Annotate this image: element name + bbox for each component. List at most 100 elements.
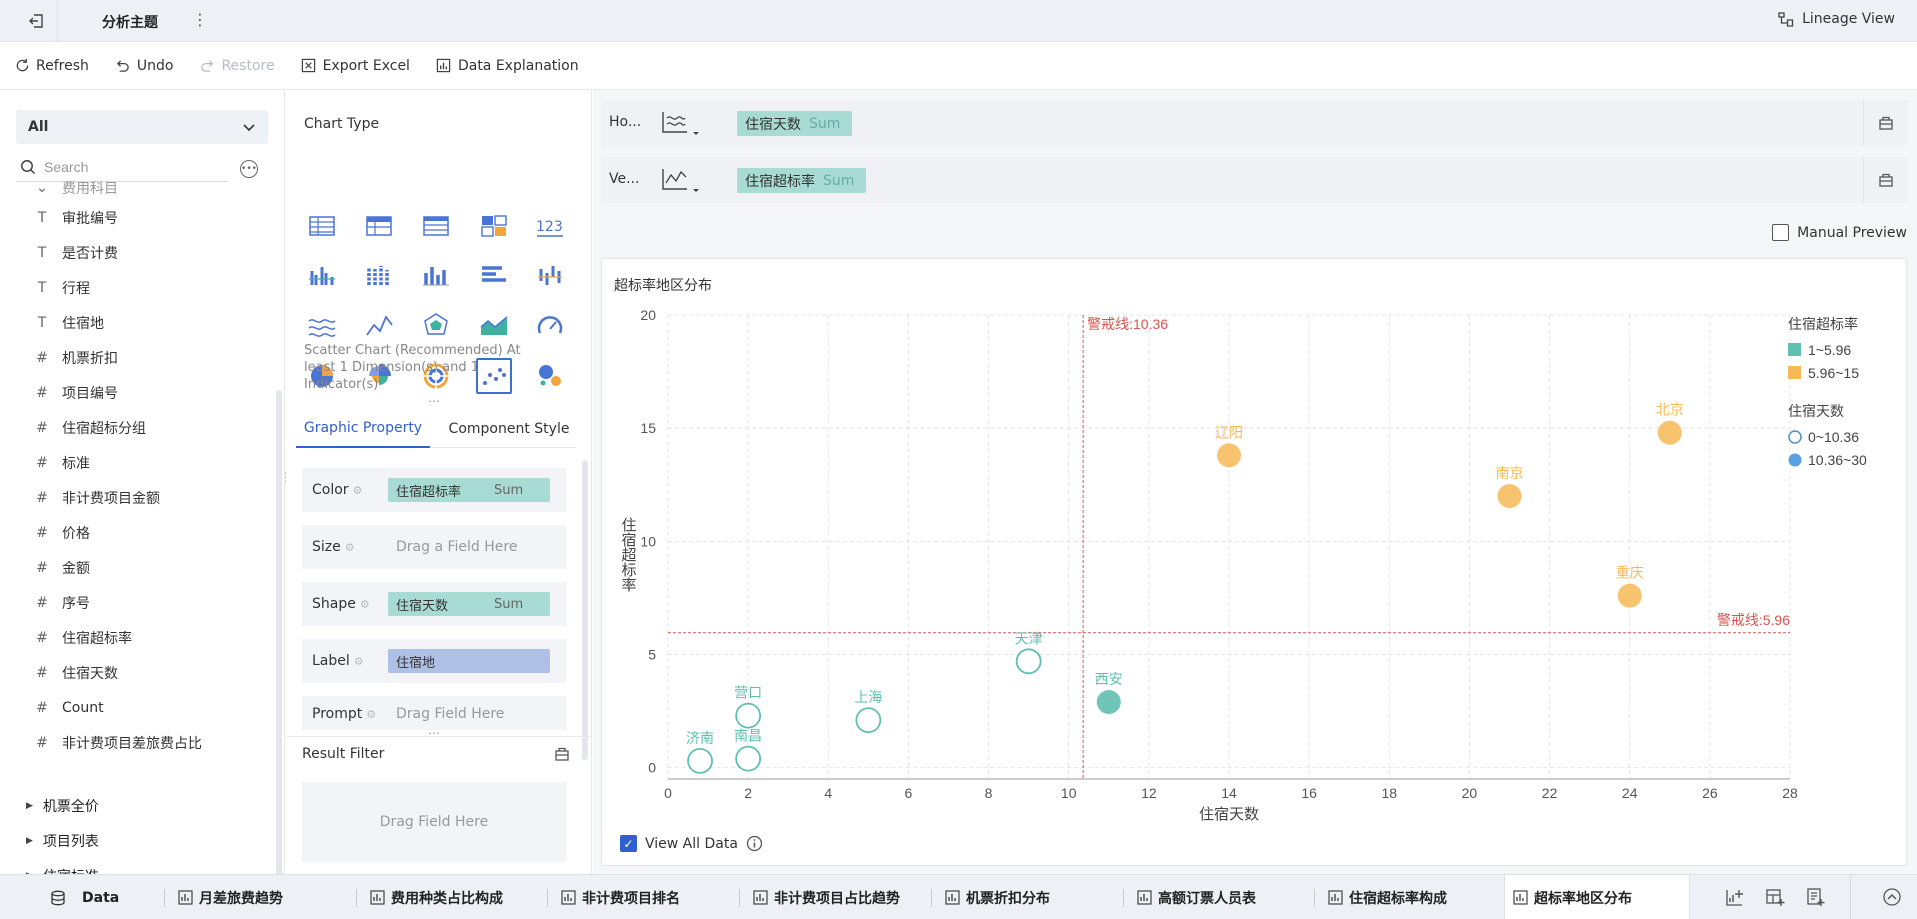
gear-icon[interactable]: ⚙ <box>344 540 355 554</box>
kpi-card-icon[interactable] <box>476 208 512 244</box>
field-item[interactable]: T 住宿地 <box>34 311 104 335</box>
scatter-point[interactable] <box>1096 690 1121 715</box>
field-item[interactable]: # 价格 <box>34 521 90 545</box>
line-chart-icon[interactable] <box>361 308 397 344</box>
scatter-point[interactable] <box>1015 648 1042 675</box>
rose-chart-icon[interactable] <box>361 358 397 394</box>
vertical-axis-type-button[interactable] <box>661 165 699 199</box>
scatter-point[interactable] <box>735 702 762 729</box>
legend-shape[interactable] <box>1788 453 1802 467</box>
back-button[interactable] <box>14 0 58 42</box>
color-field-pill[interactable]: 住宿超标率 Sum <box>388 478 550 502</box>
legend-item-label[interactable]: 10.36~30 <box>1808 452 1867 468</box>
sheet-tab[interactable]: 月差旅费趋势 <box>178 875 283 919</box>
splitter-handle[interactable]: ⋯ <box>428 726 440 740</box>
field-item[interactable]: # 标准 <box>34 451 90 475</box>
add-report-icon[interactable] <box>1805 887 1825 911</box>
data-explanation-button[interactable]: Data Explanation <box>436 58 579 74</box>
table-icon[interactable] <box>304 208 340 244</box>
vertical-axis-settings[interactable] <box>1863 157 1907 203</box>
filter-drop-zone[interactable]: Drag Field Here <box>302 782 566 862</box>
add-chart-icon[interactable] <box>1725 887 1745 911</box>
field-item[interactable]: T 行程 <box>34 276 90 300</box>
restore-button[interactable]: Restore <box>199 58 275 74</box>
view-all-checkbox[interactable]: ✓ <box>620 835 637 852</box>
manual-preview-checkbox[interactable] <box>1772 224 1790 241</box>
pie-chart-icon[interactable] <box>304 358 340 394</box>
field-item[interactable]: T 审批编号 <box>34 206 118 230</box>
add-dashboard-icon[interactable] <box>1765 887 1785 911</box>
sheet-tab[interactable]: 机票折扣分布 <box>945 875 1050 919</box>
field-item-partial[interactable]: ⌄ 费用科目 <box>34 176 118 200</box>
tab-component-style[interactable]: Component Style <box>448 421 570 437</box>
manual-preview-toggle[interactable]: Manual Preview <box>1772 224 1907 241</box>
collapse-up-icon[interactable] <box>1882 887 1902 911</box>
stacked-bar-icon[interactable] <box>361 258 397 294</box>
undo-button[interactable]: Undo <box>115 58 173 74</box>
legend-swatch[interactable] <box>1788 366 1801 379</box>
field-item[interactable]: # 项目编号 <box>34 381 118 405</box>
field-item[interactable]: # 非计费项目差旅费占比 <box>34 731 202 755</box>
field-group[interactable]: ▶ 机票全价 <box>26 794 99 818</box>
gauge-icon[interactable] <box>532 308 568 344</box>
vertical-field-pill[interactable]: 住宿超标率 Sum <box>737 168 867 193</box>
legend-swatch[interactable] <box>1788 343 1801 356</box>
legend-shape[interactable] <box>1788 430 1802 444</box>
gear-icon[interactable]: ⚙ <box>359 597 370 611</box>
scatter-point[interactable] <box>1497 484 1522 509</box>
field-item[interactable]: # 机票折扣 <box>34 346 118 370</box>
sheet-tab[interactable]: 高额订票人员表 <box>1137 875 1256 919</box>
field-item[interactable]: # 住宿超标分组 <box>34 416 146 440</box>
column-chart-icon[interactable] <box>418 258 454 294</box>
field-item[interactable]: # 非计费项目金额 <box>34 486 160 510</box>
horizontal-axis-type-button[interactable] <box>661 108 699 142</box>
scatter-point[interactable] <box>1617 583 1642 608</box>
grouped-bar-icon[interactable] <box>304 258 340 294</box>
field-item[interactable]: # 住宿超标率 <box>34 626 132 650</box>
gear-icon[interactable]: ⚙ <box>352 483 363 497</box>
sheet-tab[interactable]: 超标率地区分布 <box>1504 875 1690 919</box>
sheet-tab[interactable]: 住宿超标率构成 <box>1328 875 1447 919</box>
search-input[interactable] <box>44 158 214 175</box>
size-drop-zone[interactable]: Drag a Field Here <box>396 539 518 555</box>
export-excel-button[interactable]: Export Excel <box>301 58 410 74</box>
lineage-view-button[interactable]: Lineage View <box>1778 11 1895 27</box>
shape-field-pill[interactable]: 住宿天数 Sum <box>388 592 550 616</box>
tab-graphic-property[interactable]: Graphic Property <box>296 410 430 448</box>
prompt-drop-zone[interactable]: Drag Field Here <box>396 706 505 722</box>
gear-icon[interactable]: ⚙ <box>353 654 364 668</box>
sheet-tab[interactable]: 费用种类占比构成 <box>370 875 503 919</box>
field-item[interactable]: # Count <box>34 696 103 720</box>
legend-item-label[interactable]: 0~10.36 <box>1808 429 1859 445</box>
field-item[interactable]: # 序号 <box>34 591 90 615</box>
detail-table-icon[interactable] <box>418 208 454 244</box>
scatter-point[interactable] <box>855 707 882 734</box>
cross-table-icon[interactable] <box>361 208 397 244</box>
field-item[interactable]: T 是否计费 <box>34 241 118 265</box>
legend-item-label[interactable]: 5.96~15 <box>1808 365 1859 381</box>
property-scrollbar[interactable] <box>582 460 588 760</box>
scatter-point[interactable] <box>687 747 713 774</box>
legend-item-label[interactable]: 1~5.96 <box>1808 342 1851 358</box>
dimension-select[interactable]: All <box>16 110 268 144</box>
label-field-pill[interactable]: 住宿地 <box>388 649 550 673</box>
field-group[interactable]: ▶ 住宿标准 <box>26 864 99 874</box>
splitter-handle[interactable]: ⋯ <box>428 394 440 408</box>
sunburst-icon[interactable] <box>418 358 454 394</box>
sheet-tab[interactable]: 非计费项目占比趋势 <box>753 875 900 919</box>
horizontal-field-pill[interactable]: 住宿天数 Sum <box>737 111 853 136</box>
field-list-scrollbar[interactable] <box>276 390 282 874</box>
number-icon[interactable]: 123 <box>532 208 568 244</box>
radar-chart-icon[interactable] <box>418 308 454 344</box>
bar-chart-icon[interactable] <box>476 258 512 294</box>
scatter-point[interactable] <box>1217 443 1241 468</box>
scatter-point[interactable] <box>1657 420 1682 445</box>
more-fields-icon[interactable]: ••• <box>240 160 258 178</box>
field-group[interactable]: ▶ 项目列表 <box>26 829 99 853</box>
range-bar-icon[interactable] <box>532 258 568 294</box>
sheet-tab[interactable]: 非计费项目排名 <box>561 875 680 919</box>
horizontal-axis-settings[interactable] <box>1863 100 1907 146</box>
info-icon[interactable] <box>746 835 763 852</box>
bubble-chart-icon[interactable] <box>532 358 568 394</box>
field-item[interactable]: # 住宿天数 <box>34 661 118 685</box>
